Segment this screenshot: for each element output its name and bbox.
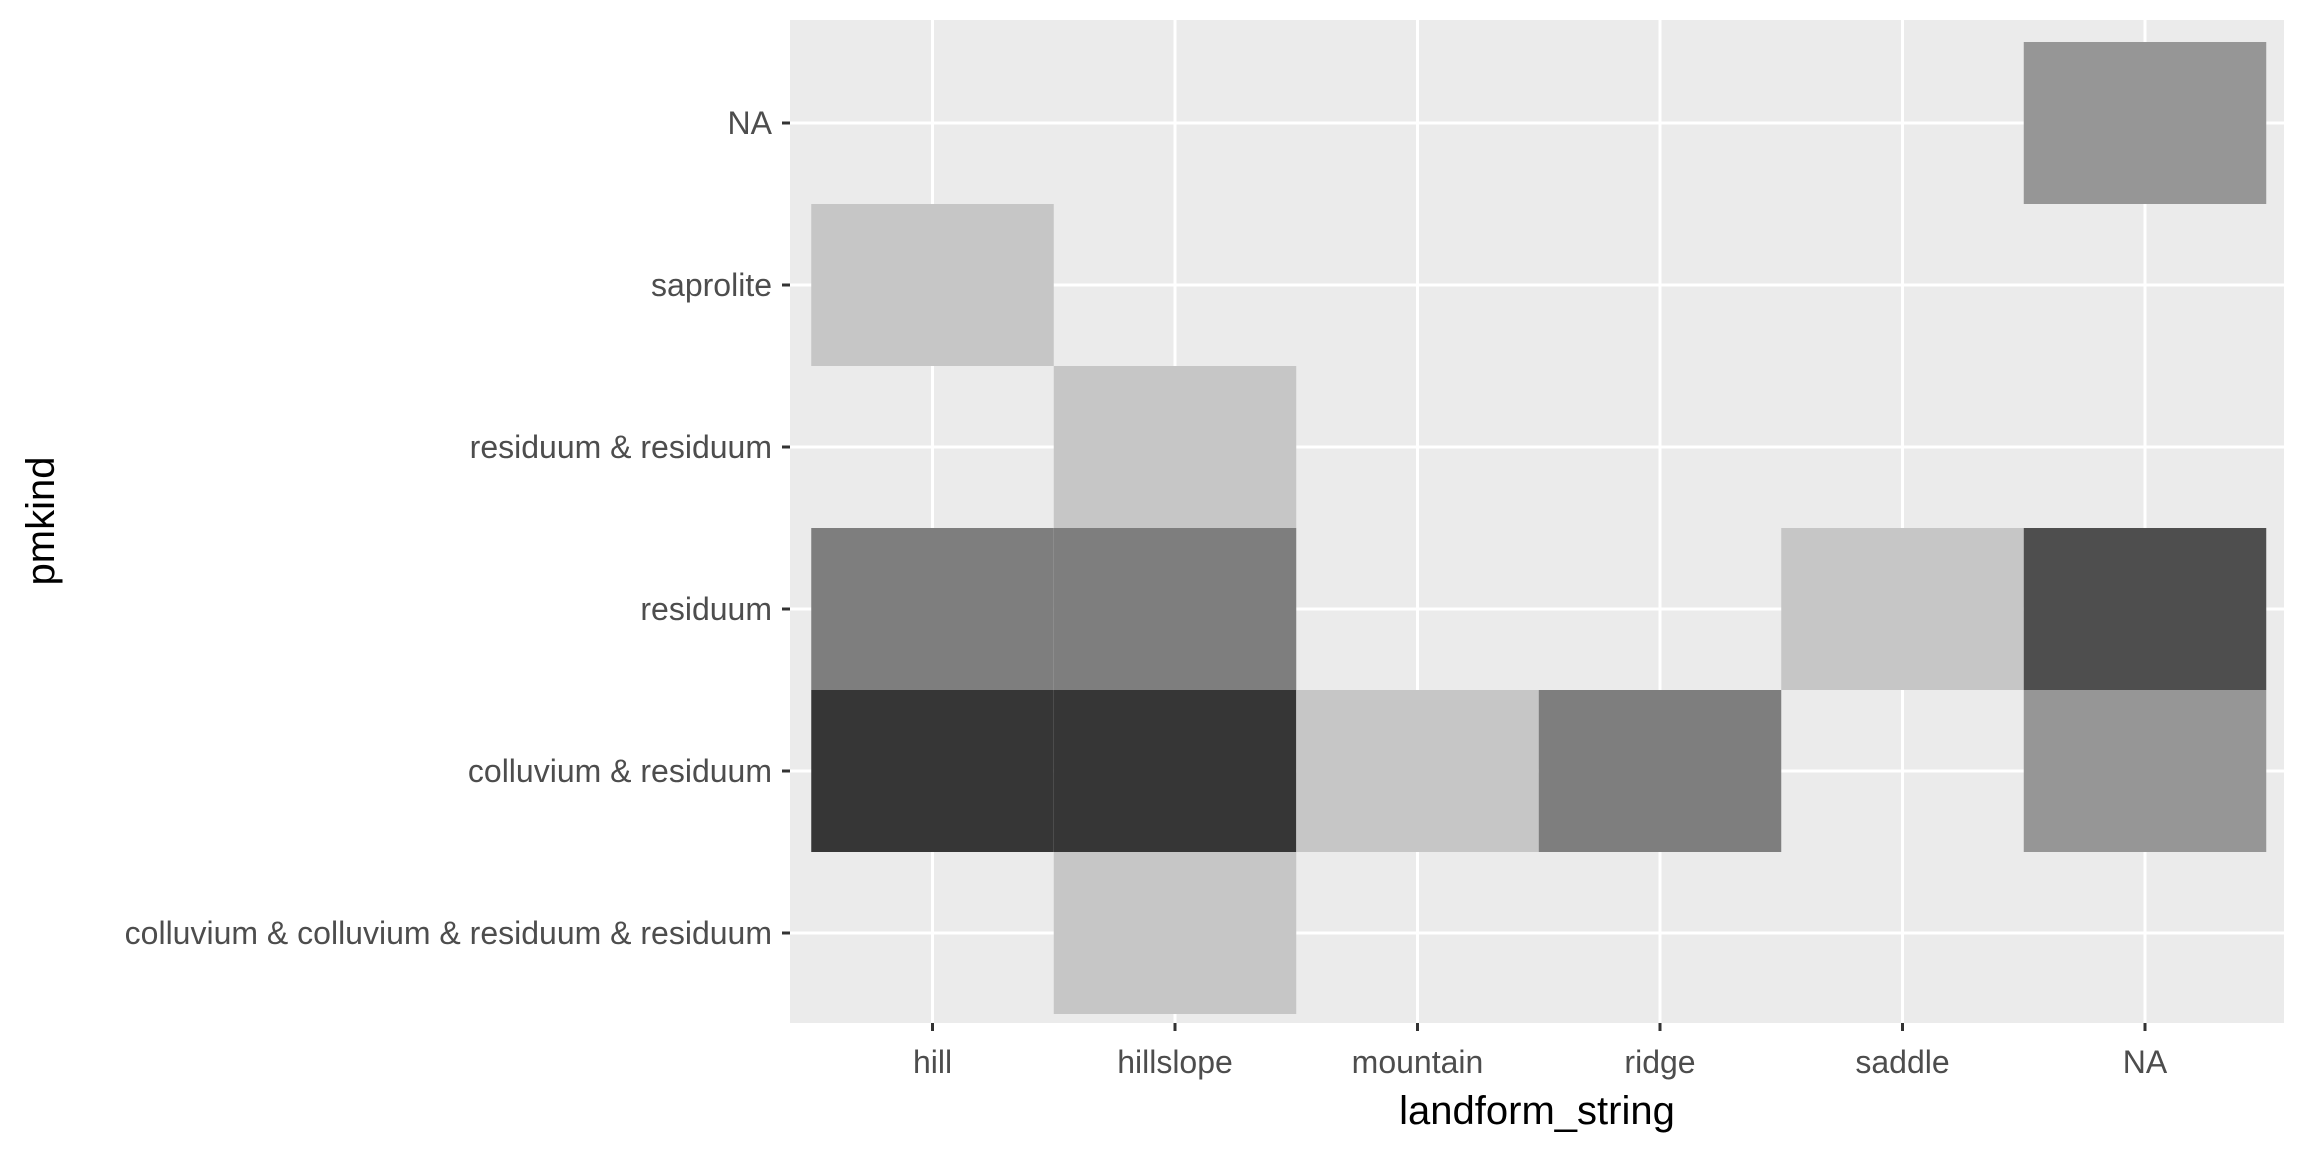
- x-tick-label: ridge: [1624, 1044, 1695, 1080]
- x-axis: hill hillslope mountain ridge saddle NA: [913, 1023, 2168, 1080]
- y-tick-label: colluvium & colluvium & residuum & resid…: [125, 915, 772, 951]
- heatmap-tile: [811, 690, 1054, 852]
- x-tick-label: hill: [913, 1044, 952, 1080]
- heatmap-tile: [1053, 690, 1297, 852]
- y-axis: colluvium & colluvium & residuum & resid…: [125, 105, 790, 951]
- y-tick-label: colluvium & residuum: [468, 753, 772, 789]
- heatmap-tile: [1053, 852, 1297, 1014]
- y-tick-label: residuum: [640, 591, 772, 627]
- heatmap-tile: [1781, 528, 2024, 690]
- x-tick-label: saddle: [1855, 1044, 1949, 1080]
- heatmap-tile: [1538, 690, 1782, 852]
- heatmap-tile: [811, 204, 1054, 366]
- y-tick-label: NA: [728, 105, 773, 141]
- y-tick-label: saprolite: [651, 267, 772, 303]
- heatmap-tile: [2023, 528, 2267, 690]
- heatmap-tile: [1053, 528, 1297, 690]
- y-axis-title: pmkind: [19, 457, 63, 586]
- heatmap-tile: [1296, 690, 1539, 852]
- x-axis-title: landform_string: [1399, 1089, 1675, 1133]
- y-tick-label: residuum & residuum: [470, 429, 772, 465]
- heatmap-tile: [2023, 690, 2267, 852]
- x-tick-label: hillslope: [1117, 1044, 1233, 1080]
- x-tick-label: mountain: [1352, 1044, 1484, 1080]
- heatmap-tile: [1053, 366, 1297, 528]
- heatmap-tiles: [811, 42, 2267, 1014]
- heatmap-tile: [811, 528, 1054, 690]
- x-tick-label: NA: [2123, 1044, 2168, 1080]
- heatmap-tile: [2023, 42, 2267, 204]
